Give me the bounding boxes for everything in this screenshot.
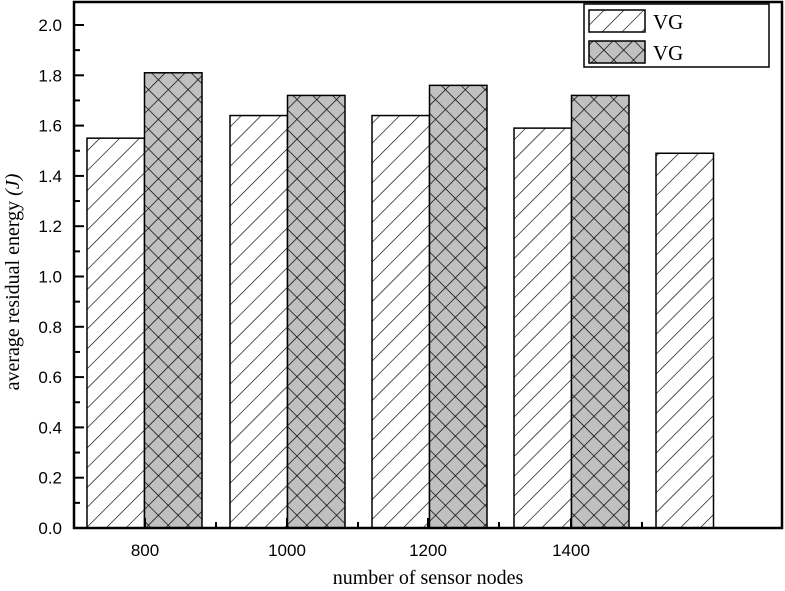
- y-tick-label: 0.6: [38, 368, 62, 387]
- bar-cross-hatch: [286, 94, 346, 529]
- x-axis-title: number of sensor nodes: [333, 567, 524, 589]
- x-tick-label: 1200: [409, 541, 447, 560]
- y-axis: 0.0 0.2 0.4 0.6 0.8 1.0 1.2 1.4 1.6 1.8 2.0: [38, 16, 84, 538]
- bar-diagonal-hatch: [86, 137, 146, 529]
- y-tick-label: 1.6: [38, 117, 62, 136]
- bar-diagonal-hatch: [371, 114, 431, 529]
- x-tick-label: 1400: [552, 541, 590, 560]
- y-tick-label: 1.4: [38, 167, 62, 186]
- legend-swatch-diagonal: [588, 9, 646, 33]
- bar-diagonal-hatch: [655, 152, 715, 529]
- y-tick-label: 1.8: [38, 66, 62, 85]
- bar-cross-hatch: [143, 72, 203, 529]
- y-tick-label: 0.0: [38, 519, 62, 538]
- y-axis-title: average residual energy (J): [2, 173, 24, 390]
- legend-label-2: VG: [653, 41, 683, 65]
- bar-diagonal-hatch: [513, 127, 573, 529]
- legend-swatch-cross: [588, 40, 646, 64]
- legend: VG VG: [583, 3, 770, 68]
- x-tick-label: 1000: [268, 541, 306, 560]
- bars-group: [86, 72, 715, 529]
- y-tick-label: 1.0: [38, 268, 62, 287]
- x-tick-label: 800: [131, 541, 159, 560]
- y-tick-label: 0.2: [38, 469, 62, 488]
- plot-frame: [72, 0, 784, 530]
- legend-label-1: VG: [653, 10, 683, 34]
- bar-cross-hatch: [428, 84, 488, 529]
- x-axis: 800 1000 1200 1400: [131, 518, 643, 560]
- y-tick-label: 2.0: [38, 16, 62, 35]
- bar-cross-hatch: [570, 94, 630, 529]
- y-tick-label: 0.8: [38, 318, 62, 337]
- y-tick-label: 0.4: [38, 418, 62, 437]
- y-tick-label: 1.2: [38, 217, 62, 236]
- bar-diagonal-hatch: [229, 114, 289, 529]
